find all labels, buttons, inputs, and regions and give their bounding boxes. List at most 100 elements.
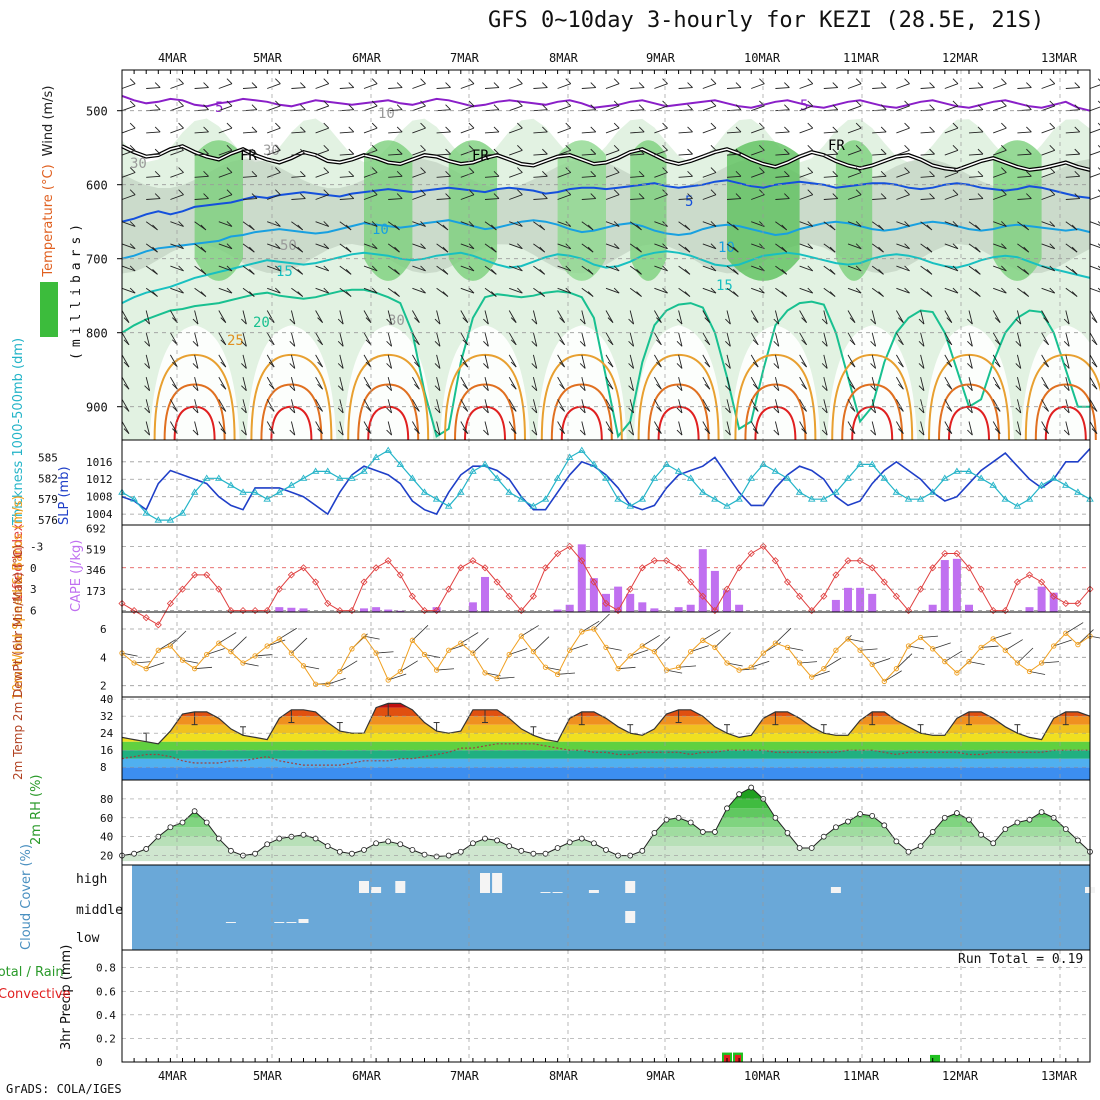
cape-bar (360, 608, 368, 612)
cape-bar (856, 588, 864, 612)
rh-marker (906, 849, 911, 854)
slp-ytick-label: 1012 (86, 473, 113, 486)
rh-marker (410, 847, 415, 852)
rh-marker (833, 825, 838, 830)
temp-ylabel: 2m Temp 2m DewPt (6hr Min/Max) (°C) (11, 545, 25, 780)
contour-label: FR (828, 138, 845, 154)
slp-ylabel-group: SLP (mb) (57, 466, 72, 525)
cape-ylabel-group: CAPE (J/kg) (69, 540, 84, 612)
rh-marker (652, 830, 657, 835)
precip-convective-bar (735, 1055, 741, 1062)
temp-band (122, 750, 1090, 759)
cape-bar (929, 605, 937, 612)
rh-marker (555, 846, 560, 851)
upper-ytick-label: 500 (86, 105, 108, 119)
surface-wind-barb (400, 661, 417, 672)
surface-wind-barb (993, 633, 1011, 639)
bottom-date-label: 9MAR (646, 1069, 676, 1083)
surface-wind-barb (509, 649, 527, 655)
cloud-bar (274, 922, 284, 923)
surface-wind-barb (533, 637, 549, 652)
wind-barb (1090, 106, 1100, 111)
rh-marker (918, 844, 923, 849)
cape-bar (1038, 587, 1046, 612)
temp-band (122, 725, 1090, 734)
rh-marker (954, 811, 959, 816)
surface-wind-barb (630, 650, 648, 656)
slp-line (122, 449, 1090, 514)
panel-frame (122, 612, 1090, 697)
surface-wind-barb (521, 625, 538, 636)
cape-bar (941, 560, 949, 612)
cloud-bar (299, 919, 309, 923)
surface-wind-barb (812, 671, 830, 677)
surface-wind-barb (775, 628, 791, 643)
cloud-bar (286, 922, 296, 923)
rh-marker (846, 819, 851, 824)
thickness-ytick-label: 576 (38, 514, 58, 527)
contour-label: 5 (685, 194, 693, 210)
temp-band (122, 699, 1090, 708)
upper-ytick-label: 900 (86, 401, 108, 415)
cape-bar (566, 605, 574, 612)
wind-ytick-label: 4 (100, 651, 107, 664)
bottom-date-label: 7MAR (450, 1069, 480, 1083)
rh-ylabel-group: 2m RH (%) (29, 774, 44, 845)
top-date-label: 6MAR (352, 51, 382, 65)
rh-marker (470, 841, 475, 846)
rh-marker (1015, 820, 1020, 825)
rh-ytick-label: 20 (100, 850, 113, 863)
rh-ylabel: 2m RH (%) (29, 774, 44, 845)
rh-marker (507, 844, 512, 849)
rh-marker (374, 841, 379, 846)
rh-marker (725, 806, 730, 811)
contour-label: 15 (276, 264, 293, 280)
temp-ytick-label: 16 (100, 744, 113, 757)
rh-legend-swatch (40, 282, 58, 337)
top-date-label: 13MAR (1041, 51, 1078, 65)
wind-barb (1090, 150, 1100, 155)
surface-wind-barb (715, 632, 731, 647)
cape-bar (965, 605, 973, 612)
rh-marker (1039, 810, 1044, 815)
cloud-bar (226, 922, 236, 923)
wind-barb (1090, 84, 1100, 89)
rh-marker (930, 829, 935, 834)
top-date-label: 9MAR (646, 51, 676, 65)
slp-ytick-label: 1004 (86, 508, 113, 521)
temp-band (122, 716, 1090, 725)
bottom-date-label: 11MAR (843, 1069, 880, 1083)
bottom-date-label: 12MAR (942, 1069, 979, 1083)
cape-bar (481, 577, 489, 612)
cloud-bar (831, 887, 841, 893)
bottom-date-label: 8MAR (549, 1069, 579, 1083)
thickness-ytick-label: 579 (38, 493, 58, 506)
wind-ytick-label: 6 (100, 623, 107, 636)
rh-marker (688, 820, 693, 825)
temp-band (122, 708, 1090, 717)
surface-wind-barb (170, 631, 186, 646)
temp-ytick-label: 40 (100, 693, 113, 706)
surface-wind-barb (1066, 623, 1083, 634)
surface-wind-barb (388, 674, 406, 680)
panel-frame (122, 950, 1090, 1062)
cape-bar (372, 607, 380, 612)
cape-ytick-label: 519 (86, 543, 106, 556)
rh-marker (591, 841, 596, 846)
rh-marker (991, 841, 996, 846)
cape-bar (578, 544, 586, 612)
wind-barb (1090, 173, 1100, 178)
wind-barb (1090, 128, 1100, 133)
rh-marker (386, 839, 391, 844)
cloud-bg (132, 865, 1090, 950)
rh-ytick-label: 40 (100, 831, 113, 844)
temp-ytick-label: 8 (100, 761, 107, 774)
rh-marker (337, 849, 342, 854)
surface-wind-barb (642, 635, 659, 646)
bottom-date-label: 5MAR (253, 1069, 283, 1083)
rh-marker (349, 851, 354, 856)
cloud-bar (625, 911, 635, 923)
wind-speed-line (122, 629, 1090, 684)
contour-label: 25 (227, 333, 244, 349)
